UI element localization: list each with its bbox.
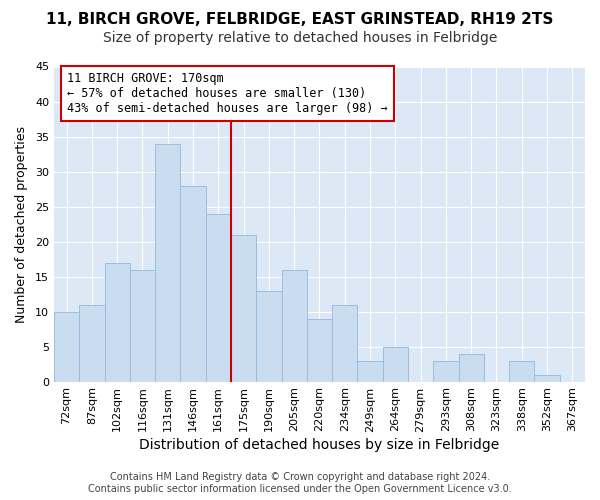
Text: 11, BIRCH GROVE, FELBRIDGE, EAST GRINSTEAD, RH19 2TS: 11, BIRCH GROVE, FELBRIDGE, EAST GRINSTE…	[46, 12, 554, 28]
Bar	[433, 360, 458, 382]
Bar	[383, 346, 408, 382]
Text: Contains HM Land Registry data © Crown copyright and database right 2024.
Contai: Contains HM Land Registry data © Crown c…	[88, 472, 512, 494]
Bar	[307, 318, 332, 382]
Bar	[79, 304, 104, 382]
Text: Size of property relative to detached houses in Felbridge: Size of property relative to detached ho…	[103, 31, 497, 45]
Bar	[155, 144, 181, 382]
Bar	[256, 290, 281, 382]
X-axis label: Distribution of detached houses by size in Felbridge: Distribution of detached houses by size …	[139, 438, 500, 452]
Bar	[130, 270, 155, 382]
Bar	[281, 270, 307, 382]
Bar	[358, 360, 383, 382]
Bar	[509, 360, 535, 382]
Bar	[231, 234, 256, 382]
Bar	[181, 186, 206, 382]
Bar	[54, 312, 79, 382]
Text: 11 BIRCH GROVE: 170sqm
← 57% of detached houses are smaller (130)
43% of semi-de: 11 BIRCH GROVE: 170sqm ← 57% of detached…	[67, 72, 388, 115]
Bar	[458, 354, 484, 382]
Y-axis label: Number of detached properties: Number of detached properties	[15, 126, 28, 322]
Bar	[535, 374, 560, 382]
Bar	[206, 214, 231, 382]
Bar	[104, 262, 130, 382]
Bar	[332, 304, 358, 382]
